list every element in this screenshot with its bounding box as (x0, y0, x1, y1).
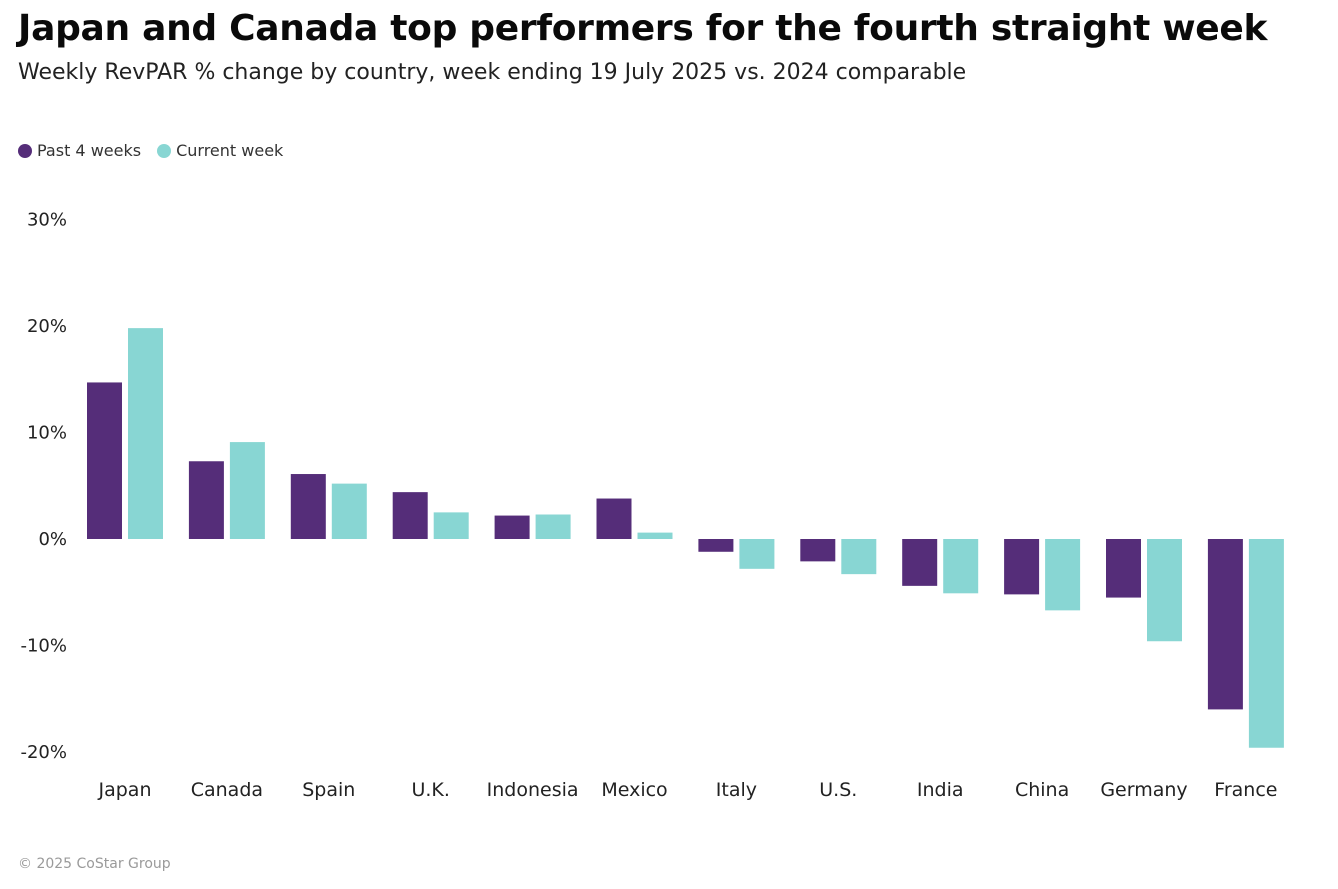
bar-spain-past-4-weeks (290, 474, 326, 539)
bar-uk-past-4-weeks (392, 492, 428, 539)
legend-label-past-4-weeks: Past 4 weeks (37, 141, 142, 160)
x-tick-label: India (917, 779, 964, 801)
bar-indonesia-past-4-weeks (494, 515, 530, 539)
x-tick-label: U.K. (411, 779, 449, 801)
legend-item-current-week: Current week (157, 141, 283, 160)
x-tick-label: U.S. (819, 779, 857, 801)
bar-italy-current-week (739, 539, 775, 569)
bar-us-current-week (841, 539, 877, 575)
bar-germany-past-4-weeks (1106, 539, 1141, 598)
x-tick-label: Mexico (601, 779, 667, 801)
bar-japan-past-4-weeks (87, 382, 122, 539)
legend-label-current-week: Current week (176, 141, 284, 160)
bar-china-current-week (1045, 539, 1081, 611)
bar-germany-current-week (1147, 539, 1182, 642)
bar-china-past-4-weeks (1004, 539, 1040, 595)
x-tick-label: Germany (1100, 779, 1187, 801)
bar-mexico-past-4-weeks (596, 498, 632, 539)
y-tick-label: 20% (27, 316, 67, 337)
x-tick-label: Japan (98, 779, 152, 801)
legend: Past 4 weeks Current week (18, 141, 299, 160)
x-tick-label: Indonesia (487, 779, 579, 801)
x-tick-label: Canada (191, 779, 263, 801)
chart-title: Japan and Canada top performers for the … (18, 8, 1268, 49)
copyright-footer: © 2025 CoStar Group (18, 856, 171, 872)
bar-indonesia-current-week (535, 514, 571, 539)
legend-item-past-4-weeks: Past 4 weeks (18, 141, 141, 160)
bar-france-past-4-weeks (1207, 539, 1243, 710)
y-tick-label: 0% (38, 529, 67, 550)
bar-canada-current-week (229, 442, 265, 539)
y-tick-label: 10% (27, 423, 67, 444)
bar-india-current-week (943, 539, 979, 594)
bar-us-past-4-weeks (800, 539, 836, 562)
y-tick-label: 30% (27, 210, 67, 231)
bar-canada-past-4-weeks (188, 461, 224, 539)
x-tick-label: Italy (716, 779, 757, 801)
legend-swatch-past-4-weeks (18, 143, 32, 158)
bar-france-current-week (1248, 539, 1284, 748)
y-tick-label: -10% (20, 636, 67, 657)
bar-spain-current-week (331, 483, 367, 539)
x-tick-label: France (1214, 779, 1277, 801)
x-tick-label: China (1015, 779, 1069, 801)
y-tick-label: -20% (20, 742, 67, 763)
chart-subtitle: Weekly RevPAR % change by country, week … (18, 60, 967, 85)
bar-japan-current-week (128, 328, 163, 539)
bar-india-past-4-weeks (902, 539, 938, 586)
bar-mexico-current-week (637, 532, 673, 539)
x-tick-label: Spain (302, 779, 355, 801)
bar-uk-current-week (433, 512, 469, 539)
bar-italy-past-4-weeks (698, 539, 734, 552)
legend-swatch-current-week (157, 143, 172, 158)
